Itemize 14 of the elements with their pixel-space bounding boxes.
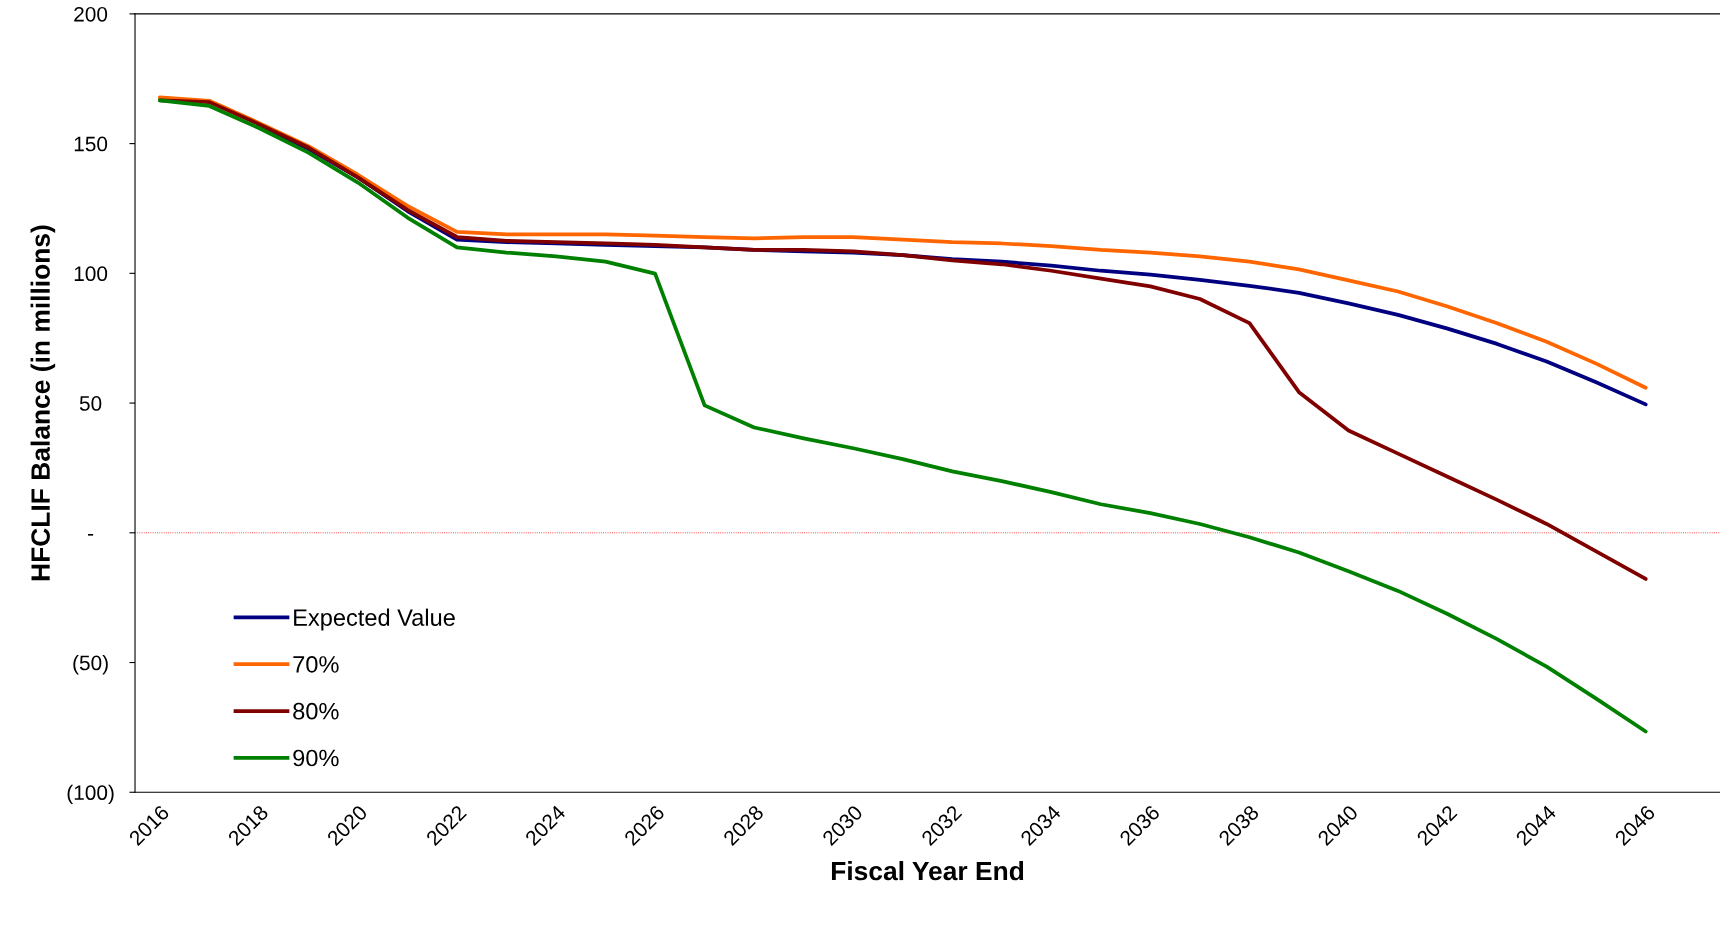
line-series (157, 98, 1648, 734)
y-tick-label: 150 (74, 136, 108, 152)
y-tick-label: 50 (79, 396, 102, 411)
y-tick-label: (100) (67, 784, 114, 805)
x-axis-title: Fiscal Year End (831, 860, 1024, 881)
y-tick-label: 100 (74, 266, 108, 282)
legend-label: Expected Value (294, 608, 455, 631)
legend-label: 90% (293, 749, 339, 767)
y-tick-label: - (88, 534, 94, 536)
y-tick-label: (50) (73, 654, 108, 675)
legend-label: 80% (293, 702, 339, 720)
y-axis-title: HFCLIF Balance (in millions) (30, 225, 56, 581)
legend-label: 70% (293, 656, 339, 673)
y-tick-label: 200 (74, 6, 108, 22)
